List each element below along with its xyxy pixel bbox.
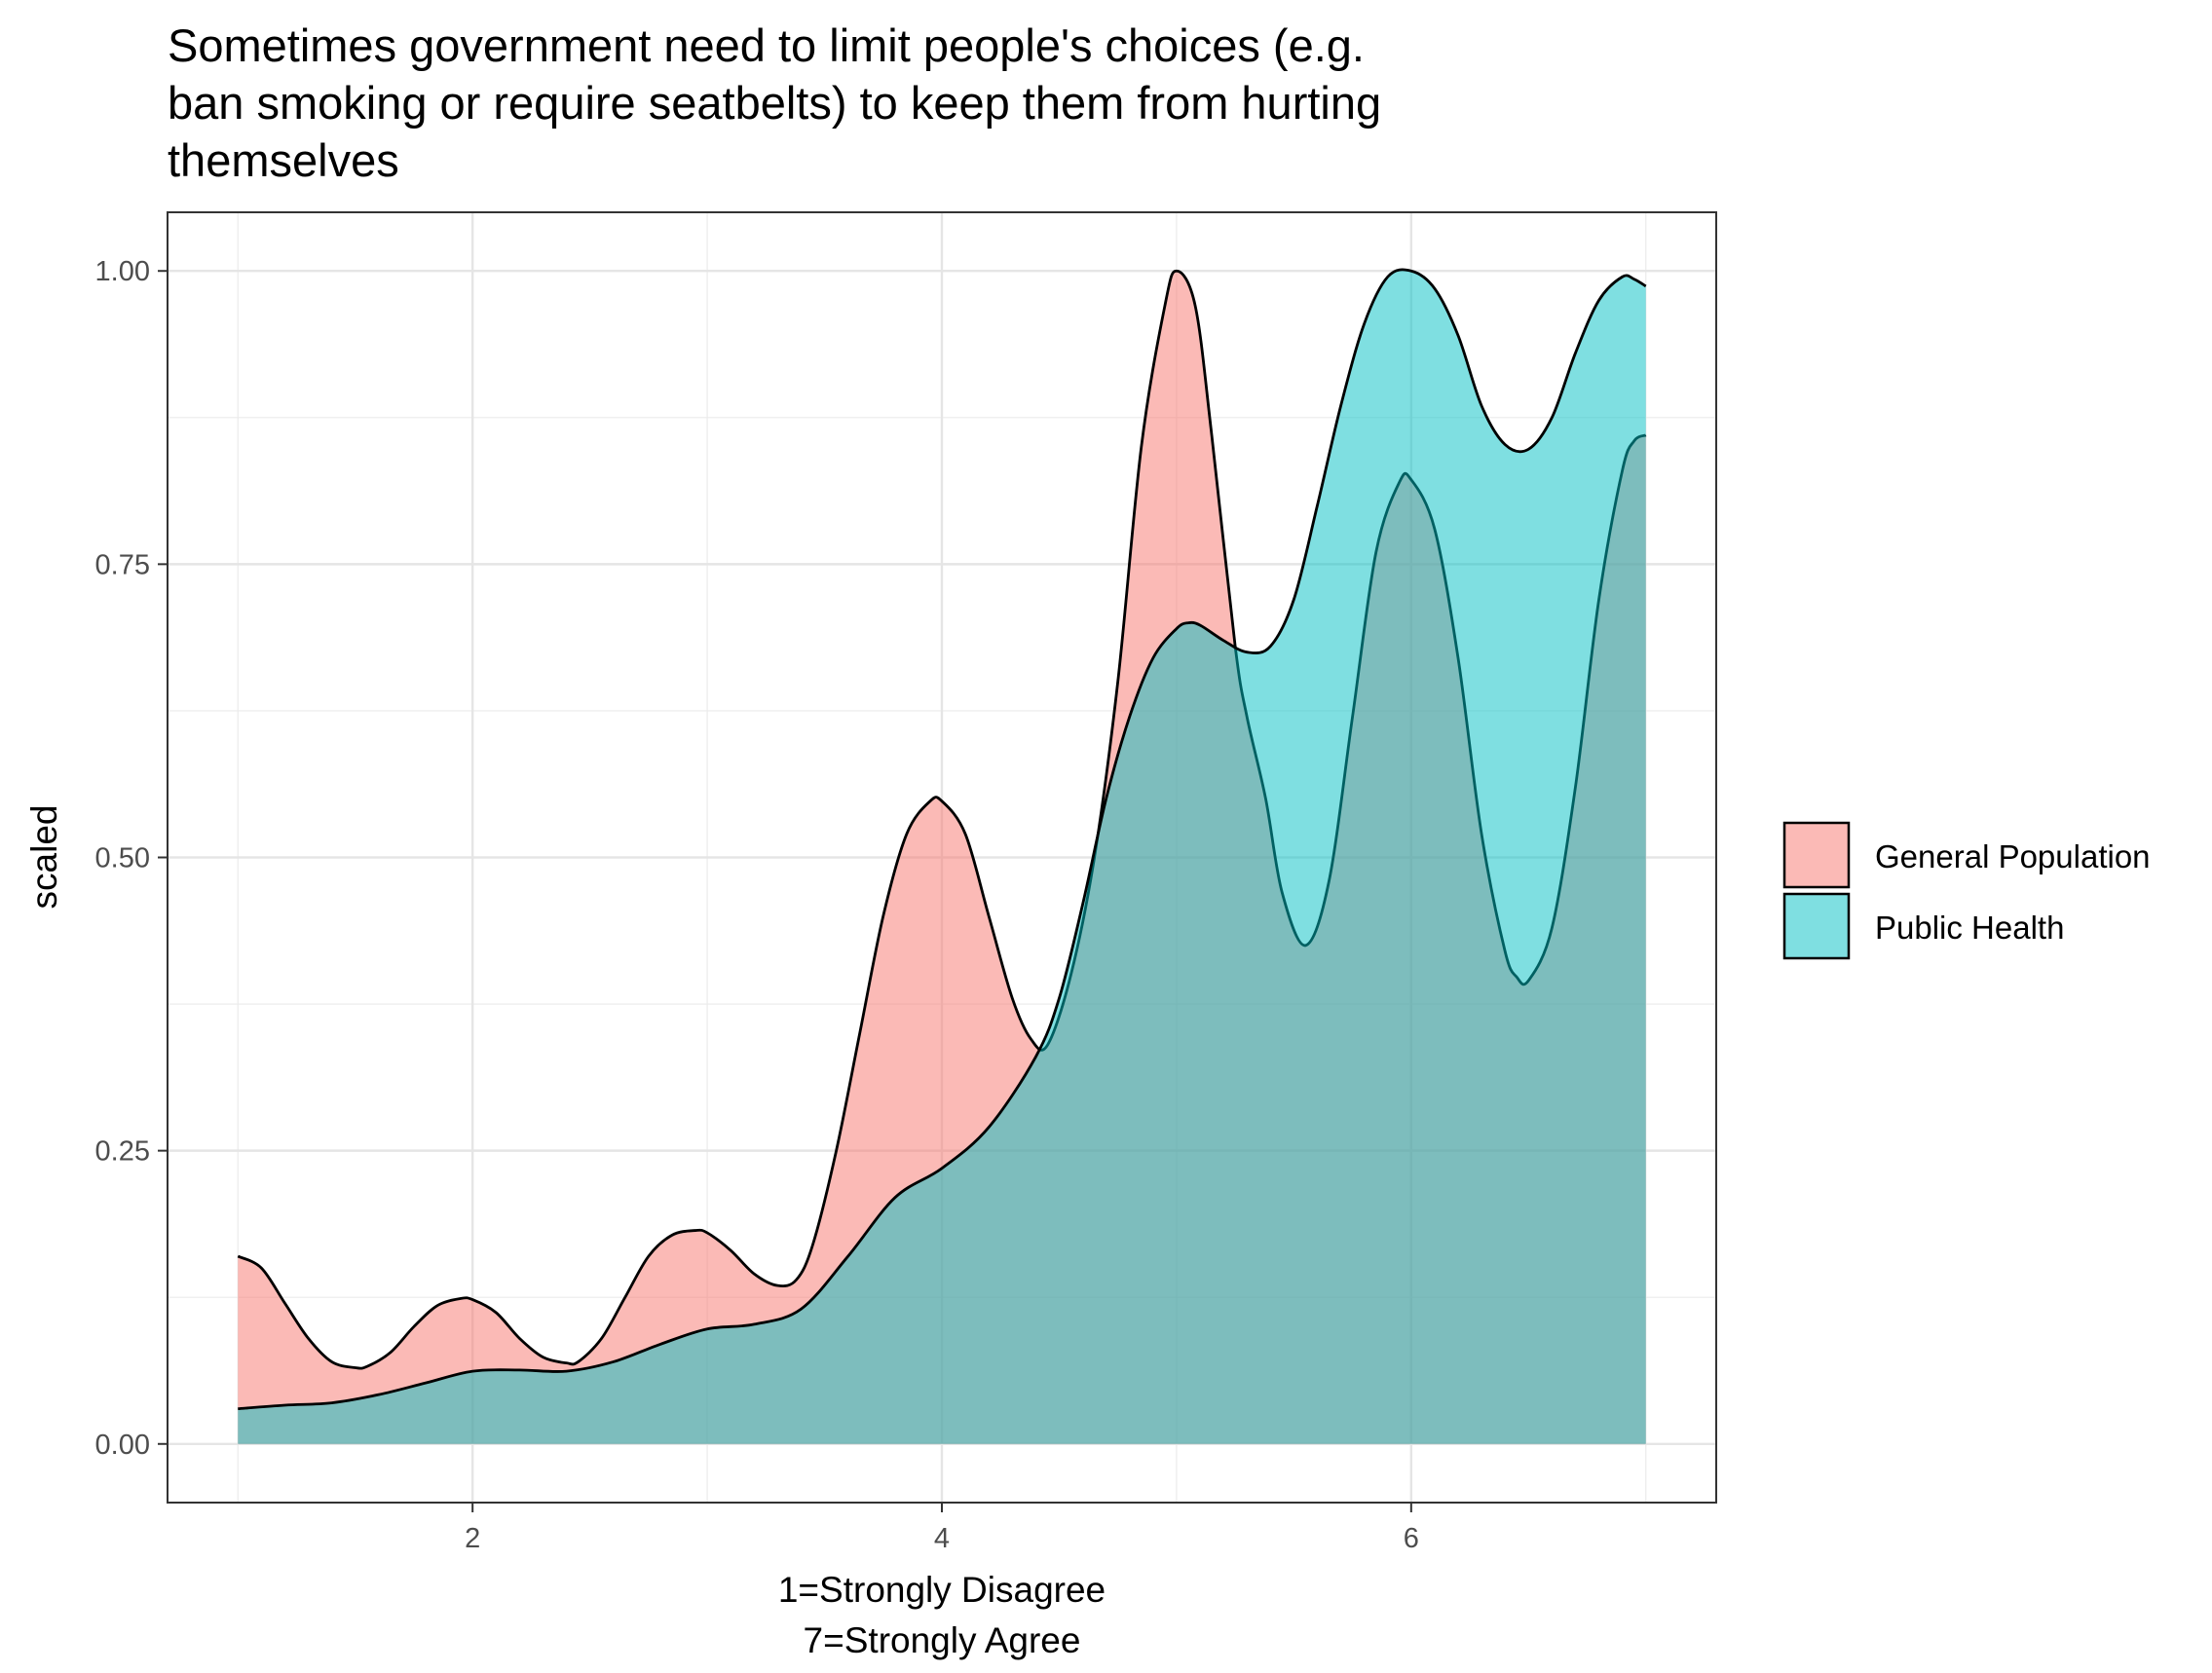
density-areas [237,268,1647,1444]
x-tick-label: 2 [465,1523,480,1554]
x-tick-label: 4 [934,1523,950,1554]
legend: General Population Public Health [1782,821,2151,960]
density-area-public-health [238,269,1646,1444]
x-axis-title-line-1: 1=Strongly Disagree [778,1570,1106,1610]
y-tick-label: 0.00 [95,1430,150,1461]
legend-label-public-health: Public Health [1875,910,2064,946]
chart-title-line-1: Sometimes government need to limit peopl… [168,19,1365,71]
y-axis-title: scaled [24,805,64,910]
x-axis-title-line-2: 7=Strongly Agree [804,1620,1081,1660]
x-axis: 2 4 6 [465,1503,1419,1554]
legend-key-public-health [1782,892,1851,960]
y-tick-label: 0.25 [95,1136,150,1168]
chart-title-line-3: themselves [168,134,399,186]
chart-title-line-2: ban smoking or require seatbelts) to kee… [168,77,1381,129]
y-tick-label: 0.75 [95,549,150,580]
y-tick-label: 1.00 [95,256,150,287]
density-line-public-health [238,268,1647,1411]
legend-key-general-population [1782,821,1851,889]
legend-label-general-population: General Population [1875,838,2151,874]
y-axis: 0.00 0.25 0.50 0.75 1.00 [95,256,168,1461]
x-tick-label: 6 [1404,1523,1419,1554]
y-tick-label: 0.50 [95,843,150,874]
